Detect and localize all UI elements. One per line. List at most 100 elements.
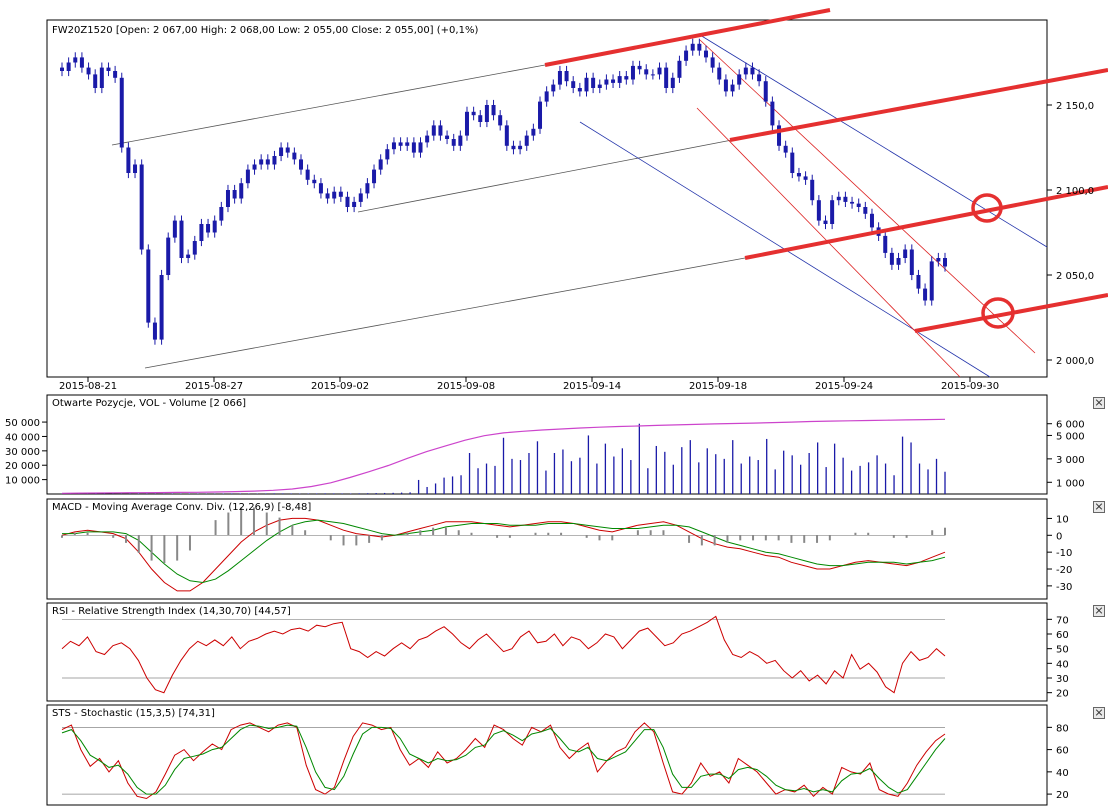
price-candle-body [491,105,496,116]
price-candle-body [365,183,370,194]
price-candle-body [889,252,894,265]
price-candle-body [816,200,821,221]
price-candle-body [199,224,204,241]
price-candle-body [431,125,436,136]
macd-ytick-label: -30 [1056,582,1072,593]
price-candles [60,38,947,345]
price-candle-body [345,196,350,207]
thick-line-1 [544,8,831,67]
macd-ytick-label: -10 [1056,548,1072,559]
price-candle-body [73,57,78,63]
price-candle-body [856,203,861,207]
thick-line-3 [744,185,1108,260]
price-candle-body [684,50,689,61]
price-candle-body [504,125,509,146]
volume-right-tick-label: 3 000 [1056,455,1085,466]
rsi-title: RSI - Relative Strength Index (14,30,70)… [52,606,291,617]
volume-left-tick-label: 40 000 [5,432,40,443]
indicator-marks [61,418,946,800]
price-ytick-label: 2 150,0 [1056,101,1094,112]
price-candle-body [830,200,835,224]
price-candle-body [710,57,715,68]
price-candle-body [312,179,317,184]
price-candle-body [697,43,702,51]
price-candle-body [737,74,742,85]
price-candle-body [703,50,708,58]
price-candle-body [66,62,71,71]
price-candle-body [106,67,111,71]
date-tick-label: 2015-09-14 [563,381,621,392]
price-candle-body [644,69,649,75]
price-candle-body [750,67,755,75]
close-stochastic-panel-button[interactable] [1093,707,1105,719]
price-candle-body [916,275,921,289]
volume-right-tick-label: 5 000 [1056,431,1085,442]
price-candle-body [591,77,596,88]
date-tick-label: 2015-09-30 [941,381,999,392]
price-candle-body [743,67,748,75]
price-candle-body [378,159,383,170]
price-candle-body [206,224,211,233]
circle-marker-1 [971,193,1003,223]
price-candle-body [451,139,456,146]
rsi-ytick-label: 70 [1056,615,1069,626]
price-candle-body [113,71,118,78]
price-candle-body [133,164,138,173]
price-candle-body [325,193,330,199]
price-candle-body [896,258,901,265]
price-candle-body [272,156,277,165]
price-candle-body [60,67,64,71]
stochastic-ytick-label: 60 [1056,746,1069,757]
price-candle-body [690,43,695,51]
price-candle-body [630,65,635,80]
rsi-ytick-label: 40 [1056,659,1069,670]
stochastic-title: STS - Stochastic (15,3,5) [74,31] [52,708,215,719]
price-candle-body [332,191,337,199]
price-candle-body [538,101,543,129]
price-candle-body [405,142,410,146]
thick-line-2 [729,68,1108,142]
date-tick-label: 2015-09-02 [311,381,369,392]
price-candle-body [398,142,403,146]
price-candle-body [730,84,735,92]
price-candle-body [763,81,768,102]
price-candle-body [79,57,84,68]
price-candle-body [285,147,290,153]
price-candle-body [259,159,264,165]
channel-lower-grey [144,257,746,369]
price-candle-body [531,128,536,136]
macd-series-line [61,517,946,592]
price-candle-body [418,142,423,153]
price-candle-body [464,111,469,136]
volume-right-tick-label: 1 000 [1056,478,1085,489]
grid-lines [42,104,1052,795]
date-tick-label: 2015-08-27 [185,381,243,392]
price-candle-body [757,74,762,82]
macd-series-line [62,519,946,584]
channel-upper-red [699,39,1036,354]
price-candle-body [385,149,390,160]
price-candle-body [358,193,363,202]
price-candle-body [126,147,131,173]
close-rsi-panel-button[interactable] [1093,605,1105,617]
close-macd-panel-button[interactable] [1093,501,1105,513]
price-candle-body [511,145,516,150]
price-candle-body [93,74,98,88]
close-volume-panel-button[interactable] [1093,397,1105,409]
stochastic-ytick-label: 20 [1056,790,1069,801]
price-ytick-label: 2 050,0 [1056,271,1094,282]
price-candle-body [836,196,841,201]
price-candle-body [936,258,941,262]
price-candle-body [279,147,284,156]
price-candle-body [245,169,250,184]
rsi-panel [46,602,1048,702]
rsi-ytick-label: 20 [1056,689,1069,700]
price-candle-body [86,67,91,75]
price-candle-body [843,196,848,202]
rsi-series-line [61,615,946,694]
price-candle-body [677,60,682,78]
volume-right-tick-label: 6 000 [1056,420,1085,431]
date-tick-label: 2015-09-08 [437,381,495,392]
rsi-ytick-label: 60 [1056,630,1069,641]
